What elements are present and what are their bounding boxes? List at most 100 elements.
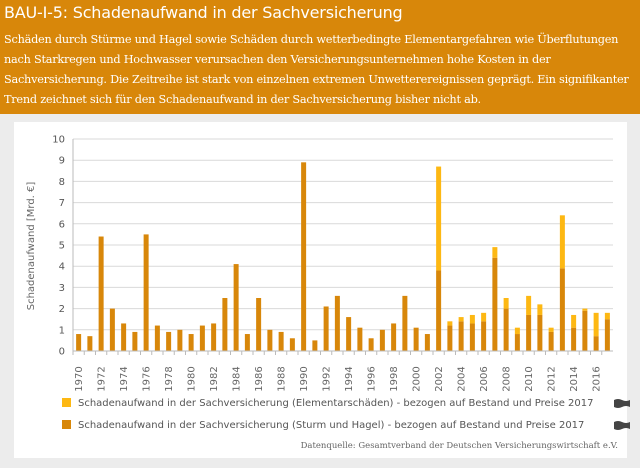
bar-sturm-hagel: [492, 257, 498, 351]
page-description: Schäden durch Stürme und Hagel sowie Sch…: [4, 33, 629, 106]
no-trend-flag-icon: [614, 421, 630, 430]
bar-sturm-hagel: [256, 298, 262, 351]
bar-sturm-hagel: [514, 334, 520, 351]
bar-elementarschaeden: [514, 327, 520, 335]
x-tick-label: 2012: [547, 366, 558, 391]
y-axis-label: Schadenaufwand [Mrd. €]: [26, 182, 37, 311]
x-tick-label: 2010: [524, 366, 535, 391]
bar-sturm-hagel: [233, 264, 239, 351]
chart-card: [14, 122, 627, 458]
x-tick-label: 1980: [187, 366, 198, 391]
bar-sturm-hagel: [211, 323, 217, 351]
bar-sturm-hagel: [301, 162, 307, 351]
x-tick-label: 1998: [389, 366, 400, 391]
x-tick-label: 1976: [142, 366, 153, 391]
bars: [76, 162, 610, 351]
bar-sturm-hagel: [289, 338, 295, 351]
y-tick-label: 3: [59, 283, 65, 294]
y-tick-label: 9: [59, 156, 65, 167]
y-tick-label: 10: [52, 135, 65, 146]
y-tick-label: 4: [59, 262, 65, 273]
bar-elementarschaeden: [582, 308, 588, 311]
bar-sturm-hagel: [278, 331, 284, 351]
header-banner: BAU-I-5: Schadenaufwand in der Sachversi…: [0, 0, 640, 114]
page-title: BAU-I-5: Schadenaufwand in der Sachversi…: [4, 3, 403, 22]
bar-elementarschaeden: [537, 304, 543, 315]
x-tick-label: 1990: [299, 366, 310, 391]
bar-sturm-hagel: [447, 325, 453, 351]
bar-sturm-hagel: [121, 323, 127, 351]
x-tick-label: 1996: [367, 366, 378, 391]
legend-swatch-elementarschaeden: [62, 398, 71, 407]
bar-sturm-hagel: [334, 295, 340, 351]
bar-sturm-hagel: [503, 308, 509, 351]
bar-sturm-hagel: [143, 234, 149, 351]
x-tick-label: 2004: [457, 366, 468, 391]
x-tick-label: 2016: [592, 366, 603, 391]
bar-elementarschaeden: [548, 327, 554, 332]
bar-sturm-hagel: [537, 314, 543, 351]
bar-sturm-hagel: [154, 325, 160, 351]
bar-sturm-hagel: [413, 327, 419, 351]
bar-sturm-hagel: [132, 331, 138, 351]
bar-elementarschaeden: [526, 295, 532, 315]
bar-sturm-hagel: [458, 321, 464, 351]
bar-sturm-hagel: [98, 236, 104, 351]
x-tick-label: 1994: [344, 366, 355, 391]
bar-elementarschaeden: [481, 312, 487, 322]
bar-sturm-hagel: [109, 308, 115, 351]
bar-elementarschaeden: [503, 298, 509, 309]
y-tick-label: 6: [59, 219, 65, 230]
bar-sturm-hagel: [548, 331, 554, 351]
bar-sturm-hagel: [244, 334, 250, 351]
bar-sturm-hagel: [481, 321, 487, 351]
bar-sturm-hagel: [424, 334, 430, 351]
x-tick-labels: 1970 1972 1974 1976 1978 1980 1982 1984 1986 1988…: [72, 350, 613, 392]
legend-label-sturm-hagel: Schadenaufwand in der Sachversicherung (…: [78, 420, 585, 431]
legend-item-sturm-hagel: Schadenaufwand in der Sachversicherung (…: [62, 420, 584, 431]
bar-sturm-hagel: [559, 268, 565, 351]
bar-sturm-hagel: [469, 323, 475, 351]
x-tick-label: 1982: [209, 366, 220, 391]
bar-sturm-hagel: [593, 336, 599, 351]
bar-sturm-hagel: [222, 298, 228, 351]
bar-elementarschaeden: [593, 312, 599, 337]
data-source: Datenquelle: Gesamtverband der Deutschen…: [300, 441, 618, 451]
y-tick-label: 7: [59, 198, 65, 209]
bar-elementarschaeden: [492, 247, 498, 258]
bar-sturm-hagel: [166, 331, 172, 351]
bar-sturm-hagel: [402, 295, 408, 351]
bar-sturm-hagel: [76, 334, 82, 351]
y-tick-label: 5: [59, 241, 65, 252]
bar-elementarschaeden: [458, 317, 464, 322]
x-tick-label: 2002: [434, 366, 445, 391]
bar-sturm-hagel: [604, 319, 610, 351]
no-trend-flag-icon: [614, 399, 630, 408]
bar-sturm-hagel: [436, 270, 442, 351]
x-tick-label: 2000: [412, 366, 423, 391]
bar-sturm-hagel: [177, 329, 183, 351]
bar-sturm-hagel: [267, 329, 273, 351]
bar-sturm-hagel: [87, 336, 93, 351]
x-tick-label: 1986: [254, 366, 265, 391]
x-tick-label: 1978: [164, 366, 175, 391]
x-tick-label: 1988: [277, 366, 288, 391]
bar-sturm-hagel: [571, 327, 577, 351]
x-tick-label: 1984: [232, 366, 243, 391]
bar-sturm-hagel: [582, 310, 588, 351]
x-tick-label: 1972: [97, 366, 108, 391]
x-tick-label: 2006: [479, 366, 490, 391]
x-tick-label: 1974: [119, 366, 130, 391]
bar-elementarschaeden: [447, 321, 453, 326]
bar-sturm-hagel: [199, 325, 205, 351]
bar-sturm-hagel: [346, 317, 352, 351]
x-tick-label: 1970: [74, 366, 85, 391]
y-tick-label: 8: [59, 177, 65, 188]
legend-label-elementarschaeden: Schadenaufwand in der Sachversicherung (…: [78, 398, 594, 409]
bar-sturm-hagel: [188, 334, 194, 351]
bar-elementarschaeden: [436, 166, 442, 271]
x-tick-label: 1992: [322, 366, 333, 391]
bar-sturm-hagel: [391, 323, 397, 351]
bar-elementarschaeden: [571, 314, 577, 328]
